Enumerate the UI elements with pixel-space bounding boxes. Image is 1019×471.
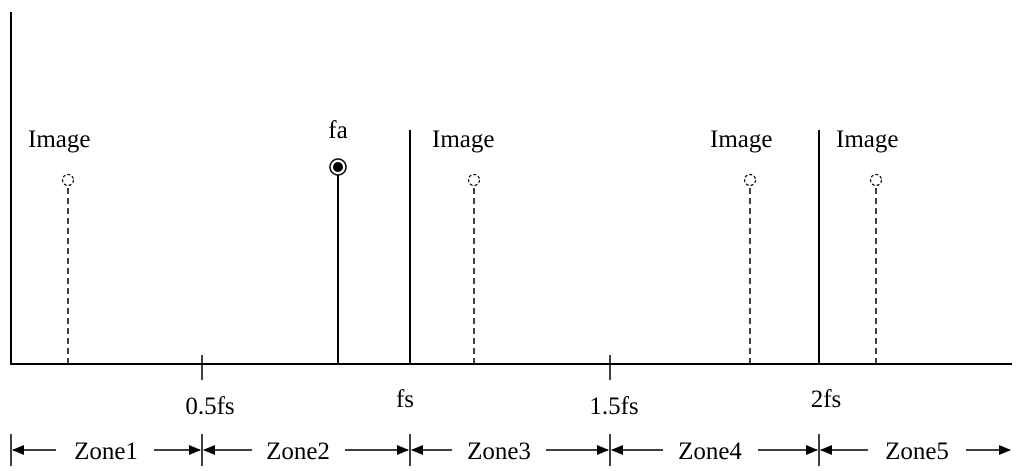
- tick-label-half-fs: 0.5fs: [185, 393, 234, 420]
- zone-label: Zone5: [885, 438, 949, 465]
- zone-label: Zone2: [266, 438, 330, 465]
- image-marker-icon: [61, 173, 75, 187]
- image-label: Image: [28, 126, 90, 153]
- tick-label-one-half-fs: 1.5fs: [589, 393, 638, 420]
- image-2: Image: [432, 126, 494, 365]
- image-label: Image: [432, 126, 494, 153]
- zone-5: Zone5: [820, 438, 1011, 465]
- image-label: Image: [836, 126, 898, 153]
- tick-label-fs: fs: [396, 386, 414, 413]
- image-4: Image: [836, 126, 898, 365]
- zone-4: Zone4: [611, 438, 818, 465]
- tick-label-two-fs: 2fs: [811, 386, 842, 413]
- signal-fa: fa: [328, 117, 348, 365]
- image-3: Image: [710, 126, 772, 365]
- signal-label: fa: [328, 117, 347, 144]
- image-1: Image: [28, 126, 90, 365]
- signal-marker-dot-icon: [333, 162, 343, 172]
- image-marker-icon: [743, 173, 757, 187]
- image-label: Image: [710, 126, 772, 153]
- zone-label: Zone4: [678, 438, 742, 465]
- zone-2: Zone2: [203, 438, 409, 465]
- image-marker-icon: [467, 173, 481, 187]
- zone-label: Zone1: [74, 438, 138, 465]
- image-marker-icon: [869, 173, 883, 187]
- zone-1: Zone1: [12, 438, 201, 465]
- zone-3: Zone3: [411, 438, 609, 465]
- zone-label: Zone3: [467, 438, 531, 465]
